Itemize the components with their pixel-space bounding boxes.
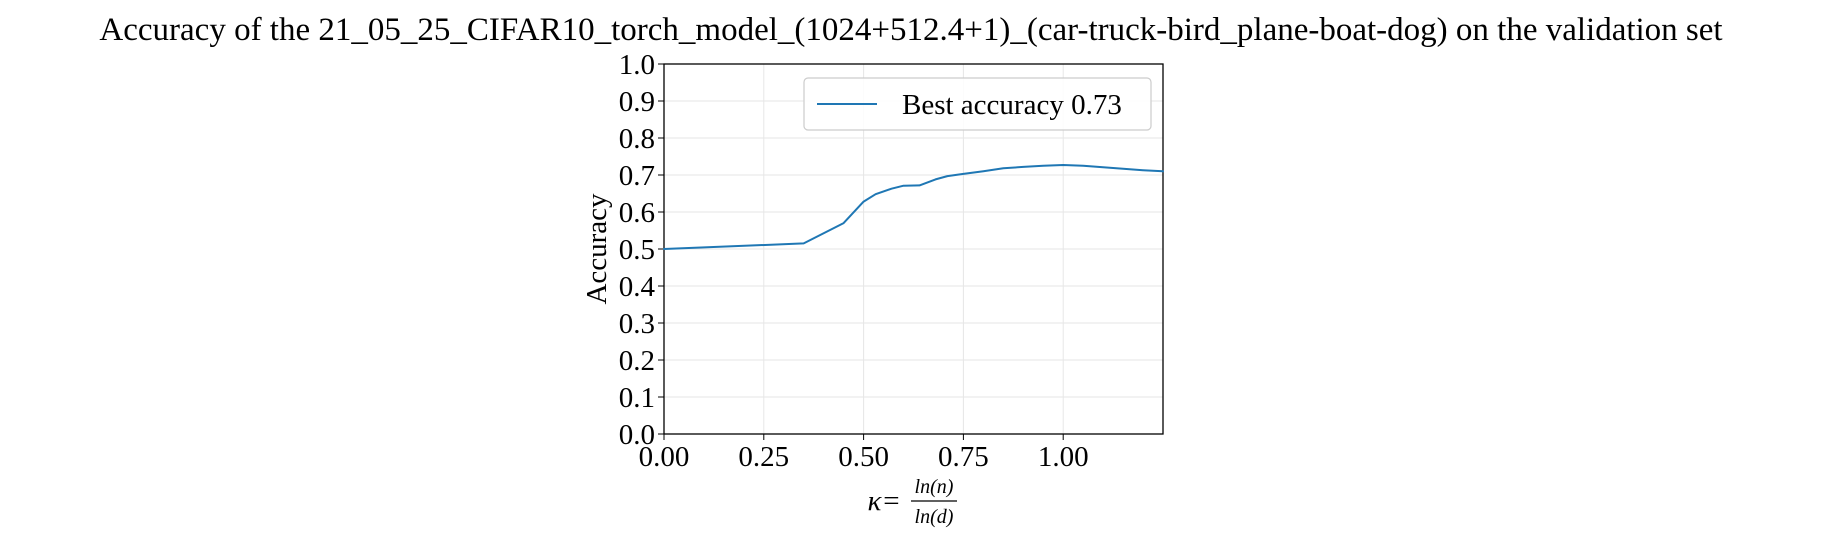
y-tick-label: 0.8 [619, 123, 655, 155]
x-axis-label-prefix: κ= [868, 485, 902, 517]
series-line-0 [663, 164, 1164, 250]
chart-title: Accuracy of the 21_05_25_CIFAR10_torch_m… [99, 12, 1722, 48]
x-tick-label: 0.75 [938, 441, 989, 473]
y-tick-label: 0.7 [619, 160, 655, 192]
x-axis-label: κ= ln(n) ln(d) [868, 476, 957, 528]
y-tick-label: 0.3 [619, 308, 655, 340]
x-axis-label-denominator: ln(d) [915, 506, 954, 528]
y-axis-label: Accuracy [581, 193, 613, 305]
y-tick-label: 1.0 [619, 49, 655, 81]
y-axis: 0.0 0.1 0.2 0.3 0.4 0.5 0.6 0.7 0.8 0.9 1.0 [619, 49, 664, 451]
x-tick-label: 1.00 [1038, 441, 1089, 473]
y-tick-label: 0.4 [619, 271, 656, 303]
x-axis-label-numerator: ln(n) [915, 476, 954, 498]
y-tick-label: 0.2 [619, 345, 655, 377]
y-tick-label: 0.1 [619, 382, 655, 414]
x-tick-label: 0.25 [738, 441, 789, 473]
legend: Best accuracy 0.73 [803, 77, 1152, 131]
y-tick-label: 0.6 [619, 197, 655, 229]
y-tick-label: 0.0 [619, 419, 655, 451]
y-tick-label: 0.9 [619, 86, 655, 118]
x-axis: 0.00 0.25 0.50 0.75 1.00 [639, 434, 1089, 473]
series-layer [663, 164, 1164, 250]
legend-label: Best accuracy 0.73 [902, 89, 1122, 121]
x-tick-label: 0.00 [639, 441, 690, 473]
legend-box [803, 77, 1152, 131]
y-tick-label: 0.5 [619, 234, 655, 266]
x-tick-label: 0.50 [838, 441, 889, 473]
